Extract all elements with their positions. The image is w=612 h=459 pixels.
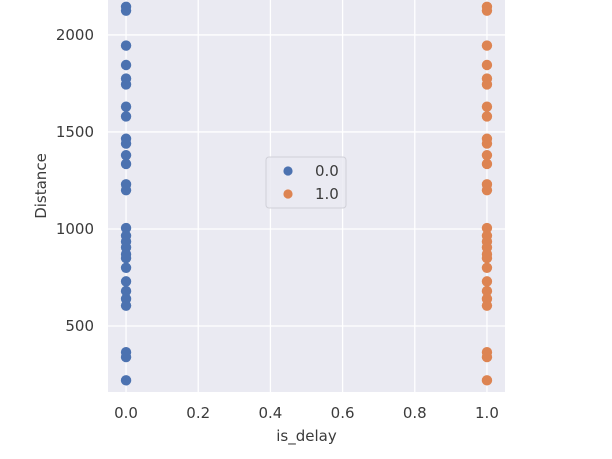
data-point-series-0-21 — [120, 276, 132, 287]
data-point-series-1-11 — [481, 158, 493, 170]
data-point-series-1-24 — [481, 300, 493, 311]
data-point-series-1-14 — [481, 222, 493, 234]
legend-label-series-0: 0.0 — [315, 162, 339, 180]
data-point-series-1-26 — [481, 351, 493, 363]
data-point-series-0-27 — [120, 375, 132, 386]
y-tick-label-1: 1000 — [56, 220, 94, 238]
x-tick-label-4: 0.8 — [403, 404, 427, 422]
x-tick-label-0: 0.0 — [114, 404, 138, 422]
data-point-series-0-24 — [120, 300, 132, 311]
y-axis-label: Distance — [32, 153, 50, 219]
x-tick-labels: 0.0 0.2 0.4 0.6 0.8 1.0 — [114, 404, 499, 422]
data-point-series-0-2 — [120, 40, 132, 51]
data-point-series-1-5 — [481, 79, 493, 90]
data-point-series-1-2 — [481, 40, 493, 51]
data-point-series-1-10 — [481, 150, 493, 161]
data-point-series-1-1 — [481, 5, 493, 16]
data-point-series-0-7 — [120, 111, 132, 122]
data-point-series-1-7 — [481, 111, 493, 122]
data-point-series-1-20 — [481, 262, 493, 274]
data-points — [120, 1, 493, 386]
data-point-series-0-22 — [120, 285, 132, 297]
data-point-series-1-21 — [481, 276, 493, 287]
data-point-series-1-3 — [481, 59, 493, 71]
data-point-series-0-10 — [120, 150, 132, 161]
data-point-series-0-13 — [120, 184, 132, 196]
x-tick-label-2: 0.4 — [258, 404, 282, 422]
data-point-series-0-14 — [120, 222, 132, 234]
y-tick-label-2: 1500 — [56, 123, 94, 141]
data-point-series-1-19 — [481, 252, 493, 264]
y-tick-label-3: 2000 — [56, 26, 94, 44]
data-point-series-1-27 — [481, 375, 493, 386]
data-point-series-0-9 — [120, 138, 132, 149]
data-point-series-1-13 — [481, 184, 493, 196]
data-point-series-0-6 — [120, 101, 132, 112]
data-point-series-1-9 — [481, 138, 493, 149]
data-point-series-0-11 — [120, 158, 132, 170]
data-point-series-0-20 — [120, 262, 132, 274]
x-axis-label: is_delay — [276, 427, 337, 446]
y-tick-label-0: 500 — [65, 317, 94, 335]
legend-marker-series-0 — [283, 166, 293, 176]
x-tick-label-5: 1.0 — [475, 404, 499, 422]
x-tick-label-1: 0.2 — [186, 404, 210, 422]
legend-label-series-1: 1.0 — [315, 185, 339, 203]
data-point-series-0-1 — [120, 5, 132, 16]
data-point-series-0-3 — [120, 59, 132, 71]
data-point-series-0-26 — [120, 351, 132, 363]
data-point-series-0-19 — [120, 252, 132, 264]
data-point-series-0-5 — [120, 79, 132, 90]
x-tick-label-3: 0.6 — [331, 404, 355, 422]
data-point-series-1-6 — [481, 101, 493, 112]
data-point-series-1-22 — [481, 285, 493, 297]
y-tick-labels: 500 1000 1500 2000 — [56, 26, 94, 335]
legend-marker-series-1 — [283, 189, 293, 199]
legend: 0.0 1.0 — [265, 156, 347, 209]
